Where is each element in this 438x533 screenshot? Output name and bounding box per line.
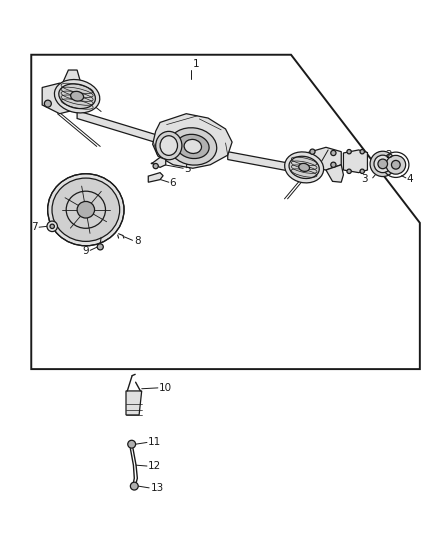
Circle shape xyxy=(377,152,385,160)
Text: 5: 5 xyxy=(184,164,191,174)
Text: 9: 9 xyxy=(82,246,89,256)
Circle shape xyxy=(360,149,364,154)
Ellipse shape xyxy=(378,159,388,169)
Ellipse shape xyxy=(370,151,396,176)
Ellipse shape xyxy=(160,136,177,156)
Circle shape xyxy=(153,164,158,169)
Text: 2: 2 xyxy=(385,150,392,160)
Text: 6: 6 xyxy=(170,178,176,188)
Text: 3: 3 xyxy=(361,174,367,184)
Ellipse shape xyxy=(71,91,84,101)
Circle shape xyxy=(310,162,315,167)
Circle shape xyxy=(50,224,54,229)
Ellipse shape xyxy=(285,152,324,183)
Circle shape xyxy=(47,221,57,231)
Polygon shape xyxy=(228,152,297,173)
Polygon shape xyxy=(126,391,142,415)
Ellipse shape xyxy=(52,178,120,241)
Polygon shape xyxy=(326,165,343,182)
Text: 8: 8 xyxy=(134,236,141,246)
Circle shape xyxy=(97,244,103,250)
Text: 12: 12 xyxy=(148,461,162,471)
Ellipse shape xyxy=(77,201,95,218)
Ellipse shape xyxy=(184,140,201,154)
Ellipse shape xyxy=(54,79,100,113)
Polygon shape xyxy=(60,70,81,90)
Text: 1: 1 xyxy=(193,59,199,69)
Polygon shape xyxy=(306,147,341,170)
Circle shape xyxy=(347,149,351,154)
Circle shape xyxy=(360,169,364,174)
Polygon shape xyxy=(152,114,232,168)
Polygon shape xyxy=(151,157,166,167)
Circle shape xyxy=(331,150,336,156)
Polygon shape xyxy=(31,55,420,369)
Circle shape xyxy=(128,440,136,448)
Text: 13: 13 xyxy=(150,483,164,493)
Ellipse shape xyxy=(169,128,217,165)
Text: 7: 7 xyxy=(31,222,38,232)
Ellipse shape xyxy=(374,155,392,173)
Circle shape xyxy=(347,169,351,174)
Polygon shape xyxy=(77,111,169,147)
Ellipse shape xyxy=(177,134,209,158)
Ellipse shape xyxy=(392,160,400,169)
Circle shape xyxy=(331,162,336,167)
Polygon shape xyxy=(42,83,77,114)
Ellipse shape xyxy=(289,156,319,179)
Ellipse shape xyxy=(386,156,406,174)
Polygon shape xyxy=(148,173,163,182)
Circle shape xyxy=(310,149,315,154)
Text: 10: 10 xyxy=(159,383,172,393)
Text: 11: 11 xyxy=(148,438,162,448)
Ellipse shape xyxy=(48,174,124,246)
Ellipse shape xyxy=(59,84,95,109)
Text: 4: 4 xyxy=(407,174,413,184)
Ellipse shape xyxy=(299,164,310,172)
Circle shape xyxy=(44,100,51,107)
Ellipse shape xyxy=(155,131,182,160)
Polygon shape xyxy=(343,150,367,173)
Circle shape xyxy=(131,482,138,490)
